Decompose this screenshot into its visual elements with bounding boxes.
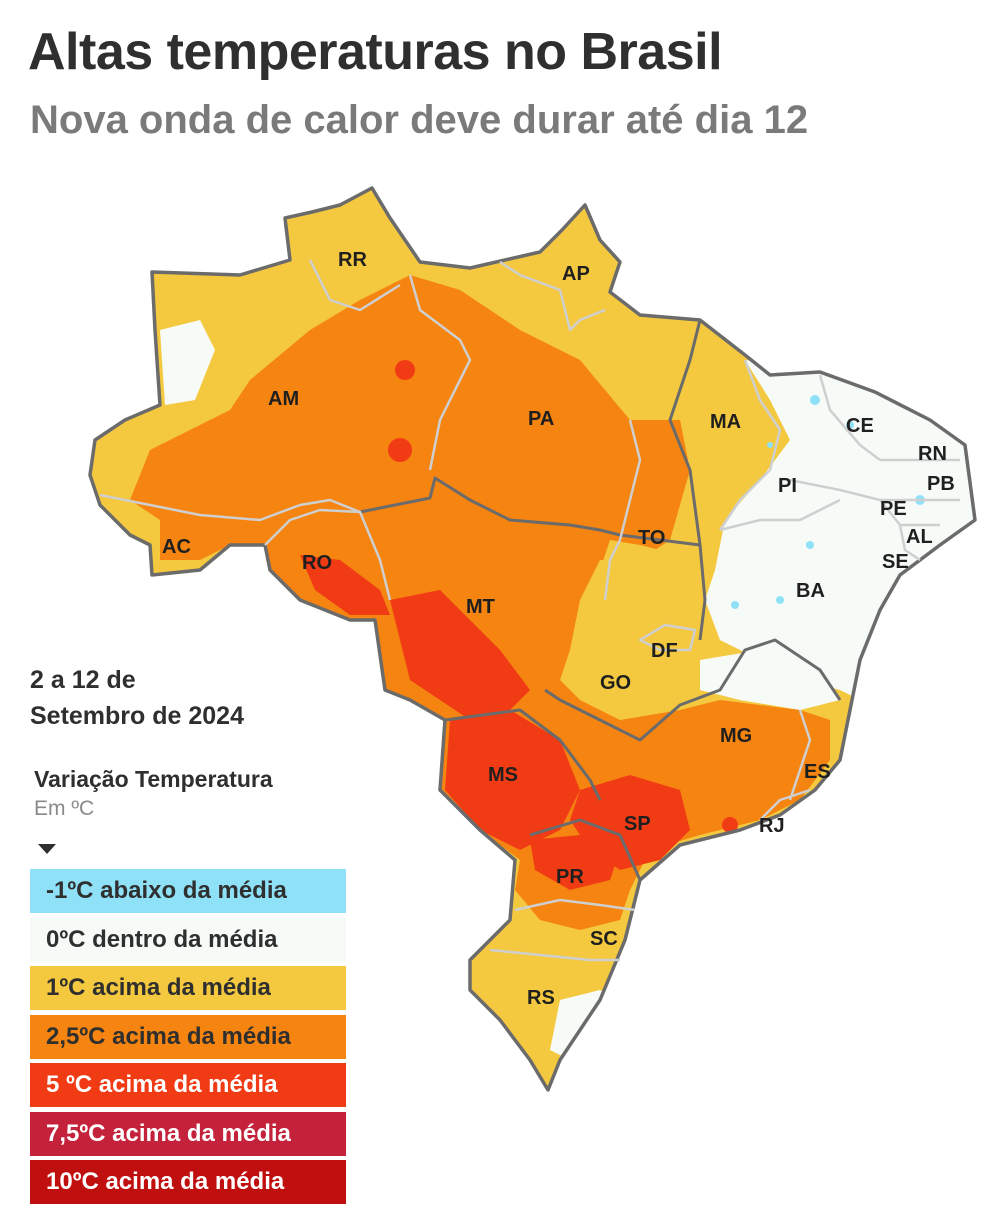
state-borders bbox=[99, 259, 960, 962]
legend-item: 10ºC acima da média bbox=[30, 1160, 346, 1204]
state-label-pa: PA bbox=[528, 408, 554, 430]
state-label-mg: MG bbox=[720, 725, 752, 747]
zone-0c-west bbox=[160, 320, 215, 405]
state-label-rn: RN bbox=[918, 443, 947, 465]
state-label-se: SE bbox=[882, 551, 909, 573]
legend: -1ºC abaixo da média 0ºC dentro da média 1… bbox=[30, 869, 346, 1209]
page-title: Altas temperaturas no Brasil bbox=[28, 23, 723, 81]
legend-header: Variação Temperatura Em ºC bbox=[34, 766, 273, 821]
state-label-to: TO bbox=[638, 527, 665, 549]
zone-1c-goias bbox=[570, 540, 705, 700]
brazil-outline bbox=[88, 186, 977, 1092]
state-label-ms: MS bbox=[488, 764, 518, 786]
state-label-ma: MA bbox=[710, 411, 741, 433]
state-label-rj: RJ bbox=[759, 815, 785, 837]
legend-item: 2,5ºC acima da média bbox=[30, 1014, 346, 1059]
zone-5c-ms bbox=[445, 710, 580, 850]
zone-5c-pr bbox=[530, 835, 620, 890]
state-label-ro: RO bbox=[302, 552, 332, 574]
state-label-ba: BA bbox=[796, 580, 825, 602]
state-label-sp: SP bbox=[624, 813, 651, 835]
state-label-rr: RR bbox=[338, 249, 367, 271]
legend-item: 0ºC dentro da média bbox=[30, 917, 346, 962]
state-label-ce: CE bbox=[846, 415, 874, 437]
state-label-al: AL bbox=[906, 526, 933, 548]
legend-item: 7,5ºC acima da média bbox=[30, 1111, 346, 1156]
state-label-sc: SC bbox=[590, 928, 618, 950]
state-label-pr: PR bbox=[556, 866, 584, 888]
state-label-rs: RS bbox=[527, 987, 555, 1009]
legend-item: -1ºC abaixo da média bbox=[30, 869, 346, 913]
legend-unit: Em ºC bbox=[34, 797, 95, 820]
legend-item: 1ºC acima da média bbox=[30, 966, 346, 1010]
period-line-1: 2 a 12 de bbox=[30, 666, 136, 694]
state-labels: RR AP AM PA MA CE RN PB PI PE AL SE AC R… bbox=[162, 249, 955, 1009]
zone-5c-mt bbox=[390, 590, 530, 720]
period-line-2: Setembro de 2024 bbox=[30, 702, 244, 730]
state-label-pb: PB bbox=[927, 473, 955, 495]
zone-2-5c bbox=[130, 275, 830, 930]
state-label-ac: AC bbox=[162, 536, 191, 558]
state-label-pi: PI bbox=[778, 475, 797, 497]
state-label-df: DF bbox=[651, 640, 678, 662]
state-label-es: ES bbox=[804, 761, 831, 783]
state-label-mt: MT bbox=[466, 596, 495, 618]
page-subtitle: Nova onda de calor deve durar até dia 12 bbox=[30, 98, 809, 142]
state-label-am: AM bbox=[268, 388, 299, 410]
legend-title: Variação Temperatura bbox=[34, 766, 273, 792]
legend-item: 5 ºC acima da média bbox=[30, 1063, 346, 1107]
state-label-go: GO bbox=[600, 672, 631, 694]
state-label-pe: PE bbox=[880, 498, 907, 520]
caret-down-icon bbox=[38, 844, 56, 854]
state-label-ap: AP bbox=[562, 263, 590, 285]
period-label: 2 a 12 de Setembro de 2024 bbox=[30, 662, 244, 734]
zone-5c-ro bbox=[300, 555, 390, 615]
